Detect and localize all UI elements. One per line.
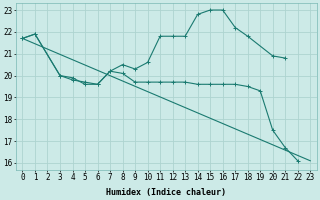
X-axis label: Humidex (Indice chaleur): Humidex (Indice chaleur): [106, 188, 226, 197]
